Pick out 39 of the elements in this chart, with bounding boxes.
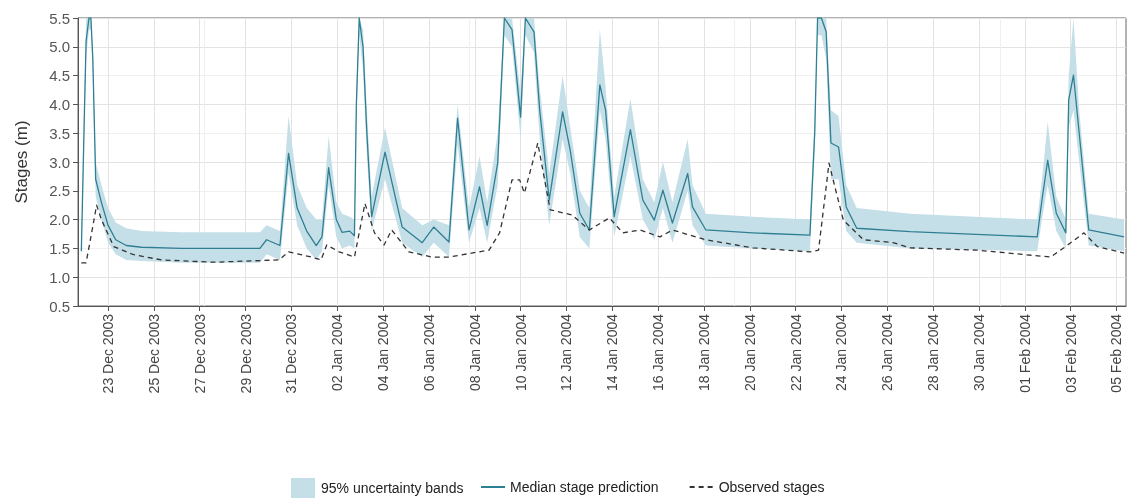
x-tick-label: 14 Jan 2004 (604, 313, 621, 392)
x-tick-label: 22 Jan 2004 (787, 313, 804, 392)
x-tick-label: 29 Dec 2003 (237, 313, 254, 394)
x-tick-label: 02 Jan 2004 (329, 313, 346, 392)
x-tick-label: 04 Jan 2004 (375, 313, 392, 392)
x-tick-label: 30 Jan 2004 (970, 313, 987, 392)
x-tick-label: 28 Jan 2004 (925, 313, 942, 392)
x-tick-label: 18 Jan 2004 (695, 313, 712, 392)
x-tick-label: 03 Feb 2004 (1062, 313, 1079, 393)
y-tick-label: 5.5 (49, 9, 70, 27)
y-tick-label: 2.5 (49, 182, 70, 200)
x-tick-label: 23 Dec 2003 (100, 313, 117, 394)
y-tick-label: 1.0 (49, 268, 70, 286)
y-axis-title: Stages (m) (12, 120, 31, 204)
x-tick-label: 25 Dec 2003 (145, 313, 162, 394)
legend-label: Median stage prediction (510, 479, 659, 495)
y-tick-label: 5.0 (49, 38, 70, 56)
y-tick-label: 4.0 (49, 95, 70, 113)
line-series (80, 142, 1125, 264)
x-tick-label: 08 Jan 2004 (466, 313, 483, 392)
x-tick-label: 16 Jan 2004 (650, 313, 667, 392)
x-tick-label: 20 Jan 2004 (741, 313, 758, 392)
legend-label: Observed stages (718, 479, 825, 495)
x-tick-label: 26 Jan 2004 (879, 313, 896, 392)
x-tick-label: 24 Jan 2004 (833, 313, 850, 392)
x-tick-label: 06 Jan 2004 (420, 313, 437, 392)
x-tick-label: 27 Dec 2003 (191, 313, 208, 394)
y-tick-label: 0.5 (49, 297, 70, 315)
y-tick-label: 2.0 (49, 211, 70, 229)
x-tick-label: 01 Feb 2004 (1016, 313, 1033, 393)
x-tick-label: 31 Dec 2003 (283, 313, 300, 394)
y-tick-label: 1.5 (49, 239, 70, 257)
x-tick-label: 12 Jan 2004 (558, 313, 575, 392)
text: 95% uncertainty bands (321, 480, 464, 496)
y-tick-label: 4.5 (49, 67, 70, 85)
y-tick-label: 3.0 (49, 153, 70, 171)
x-tick-label: 05 Feb 2004 (1108, 313, 1125, 393)
x-tick-label: 10 Jan 2004 (512, 313, 529, 392)
y-tick-label: 3.5 (49, 124, 70, 142)
